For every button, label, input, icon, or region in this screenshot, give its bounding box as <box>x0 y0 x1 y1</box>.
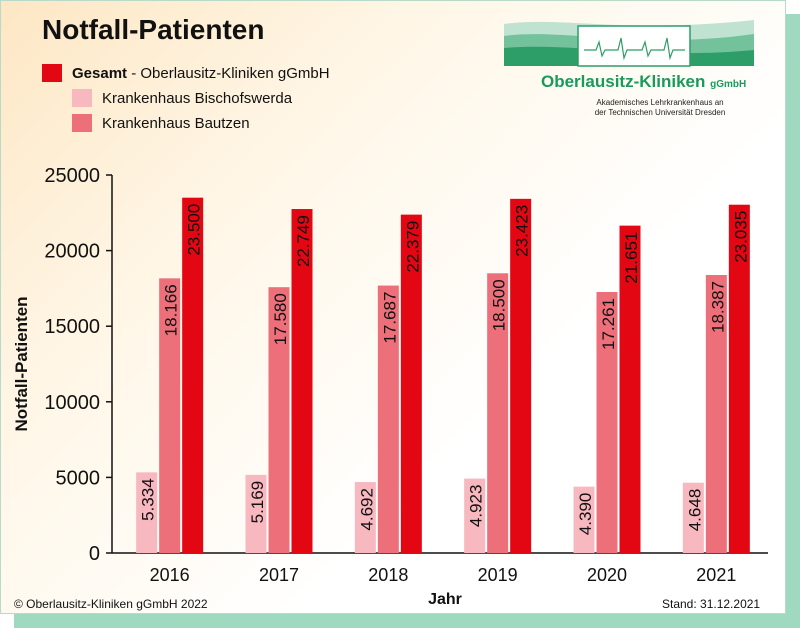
logo-suffix: gGmbH <box>710 79 747 90</box>
y-tick-label: 0 <box>89 543 100 565</box>
x-tick-label: 2021 <box>696 565 736 585</box>
x-tick-label: 2019 <box>478 565 518 585</box>
x-axis-label: Jahr <box>428 591 462 608</box>
bar-2021-series-2 <box>728 204 750 553</box>
data-label-2020-series-1: 17.261 <box>599 298 618 350</box>
bar-2018-series-2 <box>400 214 422 553</box>
bar-2017-series-0 <box>245 474 267 553</box>
bar-2020-series-1 <box>596 292 618 553</box>
x-tick-label: 2018 <box>368 565 408 585</box>
y-tick-label: 15000 <box>44 316 100 338</box>
bar-2016-series-0 <box>136 472 158 553</box>
x-tick-label: 2020 <box>587 565 627 585</box>
y-tick-label: 20000 <box>44 241 100 263</box>
data-label-2017-series-1: 17.580 <box>271 293 290 345</box>
y-axis-label: Notfall-Patienten <box>12 296 31 431</box>
bar-2020-series-0 <box>573 486 595 553</box>
bar-2019-series-2 <box>510 198 532 553</box>
x-tick-label: 2016 <box>150 565 190 585</box>
logo-subtitle-line1: Akademisches Lehrkrankenhaus an <box>596 98 724 107</box>
data-label-2019-series-0: 4.923 <box>467 485 486 528</box>
logo-name-text: Oberlausitz-Kliniken <box>541 72 706 91</box>
legend-label-bautzen: Krankenhaus Bautzen <box>102 114 250 132</box>
bar-2016-series-1 <box>159 278 181 553</box>
data-label-2018-series-2: 22.379 <box>403 221 422 273</box>
logo-subtitle: Akademisches Lehrkrankenhaus an der Tech… <box>560 98 760 118</box>
legend-swatch-bischofswerda <box>72 89 92 107</box>
x-tick-label: 2017 <box>259 565 299 585</box>
legend-item-gesamt: Gesamt - Oberlausitz-Kliniken gGmbH <box>42 64 330 82</box>
data-label-2021-series-1: 18.387 <box>708 281 727 333</box>
legend-swatch-gesamt <box>42 64 62 82</box>
y-tick-label: 10000 <box>44 392 100 414</box>
bar-2017-series-1 <box>268 287 290 553</box>
logo-name: Oberlausitz-Kliniken gGmbH <box>541 72 746 92</box>
legend-item-bischofswerda: Krankenhaus Bischofswerda <box>72 89 292 107</box>
y-tick-label: 5000 <box>56 467 101 489</box>
y-tick-label: 25000 <box>44 165 100 187</box>
data-label-2019-series-1: 18.500 <box>490 279 509 331</box>
chart-title: Notfall-Patienten <box>42 14 265 45</box>
legend-label-bischofswerda: Krankenhaus Bischofswerda <box>102 89 293 107</box>
data-label-2016-series-1: 18.166 <box>162 284 181 336</box>
data-label-2018-series-1: 17.687 <box>380 292 399 344</box>
bar-2019-series-1 <box>487 273 509 553</box>
legend-label-gesamt: - Oberlausitz-Kliniken gGmbH <box>127 64 330 82</box>
clinic-logo <box>504 20 754 67</box>
data-label-2016-series-0: 5.334 <box>139 478 158 521</box>
data-label-2020-series-2: 21.651 <box>622 232 641 284</box>
legend-item-bautzen: Krankenhaus Bautzen <box>72 114 250 132</box>
data-label-2016-series-2: 23.500 <box>185 204 204 256</box>
copyright-text: © Oberlausitz-Kliniken gGmbH 2022 <box>14 597 208 611</box>
bar-2018-series-0 <box>354 482 376 553</box>
bar-2020-series-2 <box>619 225 641 553</box>
data-label-2017-series-2: 22.749 <box>294 215 313 267</box>
bar-2016-series-2 <box>182 197 204 553</box>
logo-subtitle-line2: der Technischen Universität Dresden <box>594 108 726 117</box>
bar-2017-series-2 <box>291 209 313 553</box>
legend-swatch-bautzen <box>72 114 92 132</box>
data-label-2020-series-0: 4.390 <box>576 493 595 536</box>
bar-2019-series-0 <box>464 478 486 553</box>
bar-2021-series-0 <box>682 482 704 553</box>
bar-2021-series-1 <box>705 274 727 553</box>
data-label-2021-series-0: 4.648 <box>685 489 704 532</box>
data-label-2021-series-2: 23.035 <box>731 211 750 263</box>
data-label-2019-series-2: 23.423 <box>513 205 532 257</box>
bar-2018-series-1 <box>377 285 399 553</box>
stand-date: Stand: 31.12.2021 <box>662 597 761 611</box>
data-label-2018-series-0: 4.692 <box>357 488 376 531</box>
legend-label-gesamt-bold: Gesamt <box>72 64 128 82</box>
data-label-2017-series-0: 5.169 <box>248 481 267 524</box>
